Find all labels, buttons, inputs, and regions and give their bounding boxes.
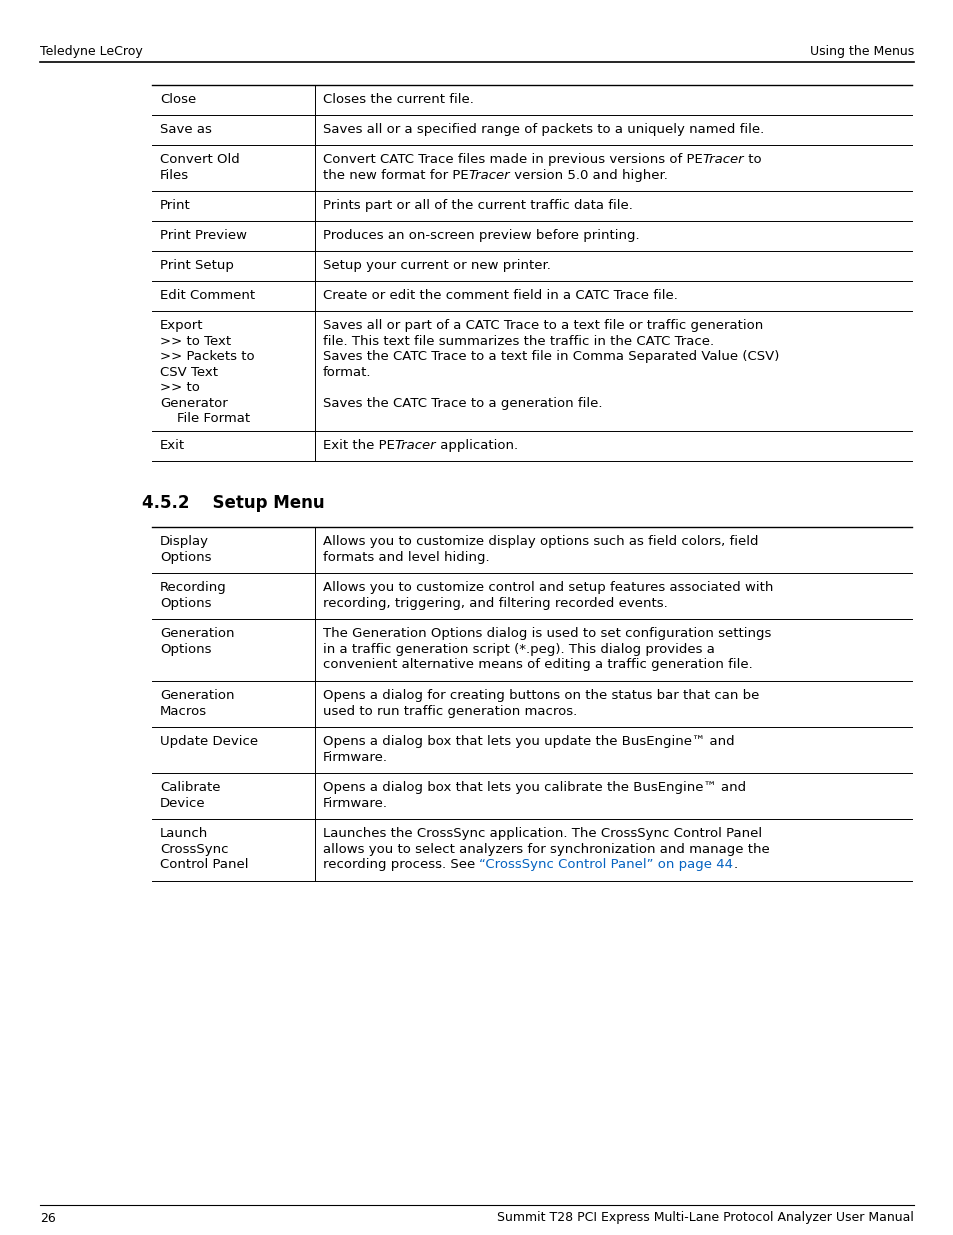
Text: File Format: File Format (160, 412, 250, 425)
Text: Exit: Exit (160, 440, 185, 452)
Text: in a traffic generation script (*.peg). This dialog provides a: in a traffic generation script (*.peg). … (323, 642, 714, 656)
Text: Export: Export (160, 320, 203, 332)
Text: Generation: Generation (160, 627, 234, 640)
Text: Firmware.: Firmware. (323, 751, 388, 763)
Text: the new format for PE: the new format for PE (323, 169, 468, 182)
Text: convenient alternative means of editing a traffic generation file.: convenient alternative means of editing … (323, 658, 752, 672)
Text: Macros: Macros (160, 705, 207, 718)
Text: Saves all or a specified range of packets to a uniquely named file.: Saves all or a specified range of packet… (323, 124, 763, 136)
Text: Saves the CATC Trace to a generation file.: Saves the CATC Trace to a generation fil… (323, 396, 602, 410)
Text: Opens a dialog for creating buttons on the status bar that can be: Opens a dialog for creating buttons on t… (323, 689, 759, 703)
Text: Close: Close (160, 94, 196, 106)
Text: “CrossSync Control Panel” on page 44: “CrossSync Control Panel” on page 44 (479, 858, 733, 871)
Text: allows you to select analyzers for synchronization and manage the: allows you to select analyzers for synch… (323, 842, 769, 856)
Text: Firmware.: Firmware. (323, 797, 388, 810)
Text: Edit Comment: Edit Comment (160, 289, 254, 303)
Text: application.: application. (436, 440, 518, 452)
Text: Files: Files (160, 169, 189, 182)
Text: Summit T28 PCI Express Multi-Lane Protocol Analyzer User Manual: Summit T28 PCI Express Multi-Lane Protoc… (497, 1212, 913, 1224)
Text: used to run traffic generation macros.: used to run traffic generation macros. (323, 705, 577, 718)
Text: CSV Text: CSV Text (160, 366, 218, 379)
Text: Using the Menus: Using the Menus (809, 46, 913, 58)
Text: .: . (733, 858, 737, 871)
Text: Teledyne LeCroy: Teledyne LeCroy (40, 46, 143, 58)
Text: Options: Options (160, 597, 212, 610)
Text: Print Setup: Print Setup (160, 259, 233, 272)
Text: Options: Options (160, 642, 212, 656)
Text: recording process. See: recording process. See (323, 858, 479, 871)
Text: Control Panel: Control Panel (160, 858, 248, 871)
Text: Allows you to customize display options such as field colors, field: Allows you to customize display options … (323, 535, 758, 548)
Text: Convert Old: Convert Old (160, 153, 239, 167)
Text: Closes the current file.: Closes the current file. (323, 94, 474, 106)
Text: >> Packets to: >> Packets to (160, 351, 254, 363)
Text: Recording: Recording (160, 582, 227, 594)
Text: formats and level hiding.: formats and level hiding. (323, 551, 489, 563)
Text: Tracer: Tracer (468, 169, 510, 182)
Text: 26: 26 (40, 1212, 55, 1224)
Text: recording, triggering, and filtering recorded events.: recording, triggering, and filtering rec… (323, 597, 667, 610)
Text: Update Device: Update Device (160, 735, 258, 748)
Text: Print: Print (160, 199, 191, 212)
Text: Save as: Save as (160, 124, 212, 136)
Text: Prints part or all of the current traffic data file.: Prints part or all of the current traffi… (323, 199, 632, 212)
Text: Display: Display (160, 535, 209, 548)
Text: Tracer: Tracer (702, 153, 743, 167)
Text: >> to Text: >> to Text (160, 335, 231, 348)
Text: >> to: >> to (160, 382, 200, 394)
Text: format.: format. (323, 366, 371, 379)
Text: Options: Options (160, 551, 212, 563)
Text: Opens a dialog box that lets you calibrate the BusEngine™ and: Opens a dialog box that lets you calibra… (323, 782, 745, 794)
Text: Exit the PE: Exit the PE (323, 440, 395, 452)
Text: version 5.0 and higher.: version 5.0 and higher. (510, 169, 667, 182)
Text: to: to (743, 153, 761, 167)
Text: Produces an on-screen preview before printing.: Produces an on-screen preview before pri… (323, 230, 639, 242)
Text: Saves the CATC Trace to a text file in Comma Separated Value (CSV): Saves the CATC Trace to a text file in C… (323, 351, 779, 363)
Text: Convert CATC Trace files made in previous versions of PE: Convert CATC Trace files made in previou… (323, 153, 702, 167)
Text: Generator: Generator (160, 396, 228, 410)
Text: Device: Device (160, 797, 206, 810)
Text: Generation: Generation (160, 689, 234, 703)
Text: file. This text file summarizes the traffic in the CATC Trace.: file. This text file summarizes the traf… (323, 335, 714, 348)
Text: Setup your current or new printer.: Setup your current or new printer. (323, 259, 550, 272)
Text: Launch: Launch (160, 827, 208, 840)
Text: Create or edit the comment field in a CATC Trace file.: Create or edit the comment field in a CA… (323, 289, 678, 303)
Text: Allows you to customize control and setup features associated with: Allows you to customize control and setu… (323, 582, 773, 594)
Text: Opens a dialog box that lets you update the BusEngine™ and: Opens a dialog box that lets you update … (323, 735, 734, 748)
Text: Launches the CrossSync application. The CrossSync Control Panel: Launches the CrossSync application. The … (323, 827, 761, 840)
Text: Calibrate: Calibrate (160, 782, 220, 794)
Text: CrossSync: CrossSync (160, 842, 229, 856)
Text: The Generation Options dialog is used to set configuration settings: The Generation Options dialog is used to… (323, 627, 771, 640)
Text: Saves all or part of a CATC Trace to a text file or traffic generation: Saves all or part of a CATC Trace to a t… (323, 320, 762, 332)
Text: Print Preview: Print Preview (160, 230, 247, 242)
Text: 4.5.2    Setup Menu: 4.5.2 Setup Menu (142, 494, 324, 513)
Text: Tracer: Tracer (395, 440, 436, 452)
